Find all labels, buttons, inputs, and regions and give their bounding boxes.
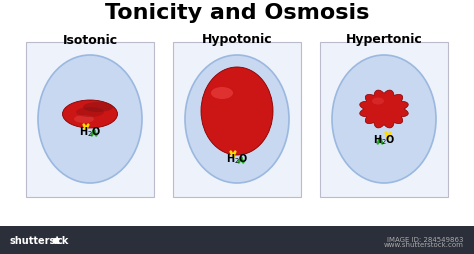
Bar [0,226,474,254]
Text: ck: ck [57,235,69,245]
Text: Isotonic: Isotonic [63,33,118,46]
Text: Hypertonic: Hypertonic [346,33,422,46]
Polygon shape [360,91,408,129]
Text: shutterst: shutterst [10,235,61,245]
FancyBboxPatch shape [173,42,301,197]
Ellipse shape [201,68,273,155]
Text: H$_2$O: H$_2$O [226,152,248,165]
Ellipse shape [83,103,113,113]
Ellipse shape [332,56,436,183]
Ellipse shape [372,98,384,105]
Ellipse shape [38,56,142,183]
Text: IMAGE ID: 284549863: IMAGE ID: 284549863 [388,236,464,242]
Ellipse shape [74,116,94,123]
Text: www.shutterstock.com: www.shutterstock.com [384,241,464,247]
Text: ●: ● [52,235,59,245]
Ellipse shape [76,108,104,118]
Text: Tonicity and Osmosis: Tonicity and Osmosis [105,3,369,23]
Ellipse shape [185,56,289,183]
FancyBboxPatch shape [26,42,154,197]
Ellipse shape [63,101,118,129]
Text: H$_2$O: H$_2$O [79,125,101,138]
Text: Hypotonic: Hypotonic [202,33,272,46]
FancyBboxPatch shape [320,42,448,197]
Ellipse shape [211,88,233,100]
Text: H$_2$O: H$_2$O [373,133,395,146]
